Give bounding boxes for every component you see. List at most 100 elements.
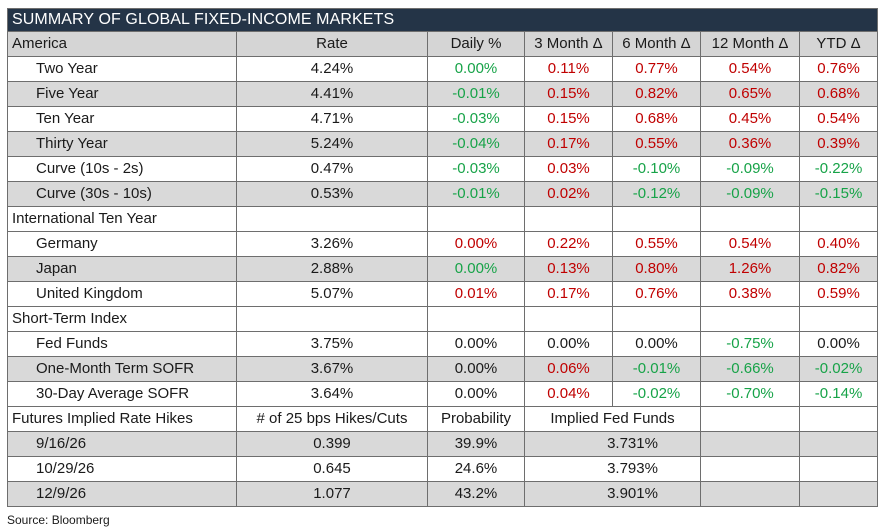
cell-ytd: -0.15%	[798, 181, 879, 207]
cell-rate: 4.41%	[236, 81, 428, 107]
cell-m6: 0.55%	[612, 131, 701, 157]
cell-daily: 0.00%	[427, 231, 525, 257]
cell-m12: -0.70%	[700, 381, 800, 407]
row-label: Thirty Year	[7, 131, 237, 157]
futures-header-row: Futures Implied Rate Hikes # of 25 bps Hi…	[7, 406, 879, 432]
cell-m12: 0.36%	[700, 131, 800, 157]
table-row: 30-Day Average SOFR 3.64% 0.00% 0.04% -0.02%…	[7, 381, 879, 407]
empty-cell	[798, 406, 879, 432]
table-row: Germany 3.26% 0.00% 0.22% 0.55% 0.54% 0.40%	[7, 231, 879, 257]
cell-ytd: 0.59%	[798, 281, 879, 307]
cell-rate: 3.67%	[236, 356, 428, 382]
empty-cell	[798, 481, 879, 507]
cell-daily: -0.04%	[427, 131, 525, 157]
cell-ytd: 0.00%	[798, 331, 879, 357]
table-row: Thirty Year 5.24% -0.04% 0.17% 0.55% 0.36% 0.3…	[7, 131, 879, 157]
cell-m3: 0.22%	[524, 231, 613, 257]
cell-m12: 1.26%	[700, 256, 800, 282]
row-label: Japan	[7, 256, 237, 282]
cell-m6: 0.80%	[612, 256, 701, 282]
col-header-rate: Rate	[236, 31, 428, 57]
cell-rate: 3.75%	[236, 331, 428, 357]
empty-cell	[236, 306, 428, 332]
empty-cell	[236, 206, 428, 232]
table-row: Japan 2.88% 0.00% 0.13% 0.80% 1.26% 0.82%	[7, 256, 879, 282]
cell-m3: 0.17%	[524, 131, 613, 157]
futures-section-label: Futures Implied Rate Hikes	[7, 406, 237, 432]
cell-daily: -0.01%	[427, 81, 525, 107]
cell-m12: -0.09%	[700, 181, 800, 207]
cell-ytd: 0.68%	[798, 81, 879, 107]
international-section-row: International Ten Year	[7, 206, 879, 232]
futures-hikes: 1.077	[236, 481, 428, 507]
row-label: Curve (30s - 10s)	[7, 181, 237, 207]
row-label: Germany	[7, 231, 237, 257]
table-row: Five Year 4.41% -0.01% 0.15% 0.82% 0.65% 0.68%	[7, 81, 879, 107]
futures-implied: 3.731%	[524, 431, 701, 457]
futures-hikes: 0.399	[236, 431, 428, 457]
row-label: Fed Funds	[7, 331, 237, 357]
row-label: Ten Year	[7, 106, 237, 132]
empty-cell	[798, 206, 879, 232]
empty-cell	[700, 456, 800, 482]
futures-row: 12/9/26 1.077 43.2% 3.901%	[7, 481, 879, 507]
cell-rate: 5.07%	[236, 281, 428, 307]
cell-m3: 0.00%	[524, 331, 613, 357]
cell-rate: 4.24%	[236, 56, 428, 82]
table-row: Two Year 4.24% 0.00% 0.11% 0.77% 0.54% 0.76%	[7, 56, 879, 82]
table-title: SUMMARY OF GLOBAL FIXED-INCOME MARKETS	[6, 8, 879, 32]
futures-row: 10/29/26 0.645 24.6% 3.793%	[7, 456, 879, 482]
empty-cell	[524, 206, 613, 232]
futures-implied: 3.793%	[524, 456, 701, 482]
cell-m6: 0.55%	[612, 231, 701, 257]
empty-cell	[798, 431, 879, 457]
cell-m12: 0.45%	[700, 106, 800, 132]
cell-rate: 3.64%	[236, 381, 428, 407]
cell-m6: -0.10%	[612, 156, 701, 182]
cell-rate: 0.47%	[236, 156, 428, 182]
cell-daily: 0.01%	[427, 281, 525, 307]
fixed-income-table: SUMMARY OF GLOBAL FIXED-INCOME MARKETS A…	[6, 8, 879, 507]
cell-daily: 0.00%	[427, 56, 525, 82]
col-header-3month: 3 Month Δ	[524, 31, 613, 57]
row-label: Curve (10s - 2s)	[7, 156, 237, 182]
empty-cell	[700, 306, 800, 332]
cell-m3: 0.17%	[524, 281, 613, 307]
empty-cell	[427, 206, 525, 232]
cell-m12: 0.54%	[700, 231, 800, 257]
cell-ytd: 0.54%	[798, 106, 879, 132]
cell-daily: 0.00%	[427, 381, 525, 407]
cell-ytd: 0.40%	[798, 231, 879, 257]
table-row: One-Month Term SOFR 3.67% 0.00% 0.06% -0.01%…	[7, 356, 879, 382]
cell-m6: -0.02%	[612, 381, 701, 407]
futures-date: 10/29/26	[7, 456, 237, 482]
table-row: Curve (10s - 2s) 0.47% -0.03% 0.03% -0.10% -0…	[7, 156, 879, 182]
col-header-america: America	[7, 31, 237, 57]
cell-m3: 0.06%	[524, 356, 613, 382]
cell-rate: 0.53%	[236, 181, 428, 207]
cell-m6: 0.68%	[612, 106, 701, 132]
cell-m3: 0.11%	[524, 56, 613, 82]
cell-m3: 0.02%	[524, 181, 613, 207]
cell-daily: 0.00%	[427, 331, 525, 357]
cell-m3: 0.15%	[524, 106, 613, 132]
futures-row: 9/16/26 0.399 39.9% 3.731%	[7, 431, 879, 457]
row-label: 30-Day Average SOFR	[7, 381, 237, 407]
empty-cell	[700, 431, 800, 457]
source-note: Source: Bloomberg	[7, 513, 110, 527]
empty-cell	[612, 206, 701, 232]
table-title-row: SUMMARY OF GLOBAL FIXED-INCOME MARKETS	[6, 8, 879, 32]
table-row: United Kingdom 5.07% 0.01% 0.17% 0.76% 0.38% 0…	[7, 281, 879, 307]
empty-cell	[798, 456, 879, 482]
cell-m3: 0.04%	[524, 381, 613, 407]
futures-hikes: 0.645	[236, 456, 428, 482]
cell-m3: 0.13%	[524, 256, 613, 282]
row-label: United Kingdom	[7, 281, 237, 307]
row-label: Five Year	[7, 81, 237, 107]
cell-m12: -0.75%	[700, 331, 800, 357]
cell-m3: 0.03%	[524, 156, 613, 182]
col-header-daily: Daily %	[427, 31, 525, 57]
table-row: Fed Funds 3.75% 0.00% 0.00% 0.00% -0.75% 0.00%	[7, 331, 879, 357]
futures-probability: 24.6%	[427, 456, 525, 482]
cell-daily: -0.03%	[427, 156, 525, 182]
